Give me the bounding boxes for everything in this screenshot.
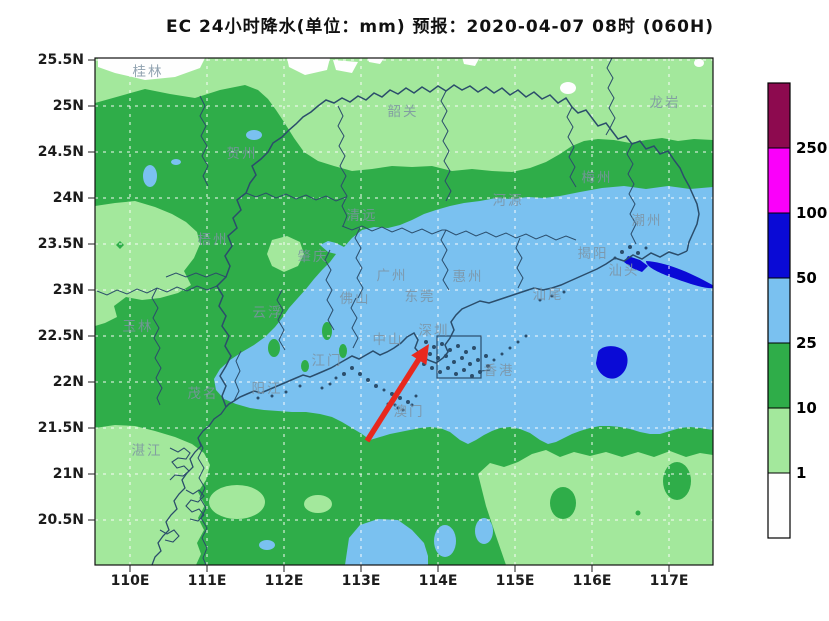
- city-label-澳门: 澳门: [394, 404, 425, 420]
- province-border: [216, 84, 700, 408]
- region-extreme-rain: [596, 256, 713, 379]
- legend-label: 250: [796, 139, 827, 157]
- target-arrow: [364, 344, 429, 443]
- region-heavy-rain: [214, 186, 713, 444]
- map-title: EC 24小时降水(单位：mm) 预报：2020-04-07 08时 (060H…: [165, 17, 715, 37]
- city-label-龙岩: 龙岩: [650, 95, 681, 111]
- plot-frame: [94, 57, 714, 566]
- lat-tick-label: 21N: [53, 466, 84, 482]
- city-label-湛江: 湛江: [132, 443, 163, 459]
- lat-tick-label: 24.5N: [38, 144, 84, 160]
- lon-tick-label: 116E: [573, 573, 612, 589]
- island-speckles: [256, 245, 648, 412]
- city-label-贺州: 贺州: [227, 146, 258, 162]
- lat-tick-label: 23N: [53, 282, 84, 298]
- city-label-汕尾: 汕尾: [533, 287, 564, 303]
- coastline: [225, 250, 688, 408]
- city-label-揭阳: 揭阳: [578, 246, 609, 262]
- lat-tick-label: 22N: [53, 374, 84, 390]
- latitude-axis: 25.5N 25N 24.5N 24N 23.5N 23N 22.5N 22N 21.5N 21N…: [38, 52, 95, 528]
- lon-tick-label: 114E: [419, 573, 458, 589]
- legend-label: 50: [796, 269, 817, 287]
- hongkong-callout: [436, 335, 491, 379]
- city-label-云浮: 云浮: [253, 305, 284, 321]
- lat-tick-label: 25N: [53, 98, 84, 114]
- city-label-茂名: 茂名: [188, 385, 219, 402]
- lat-tick-label: 20.5N: [38, 512, 84, 528]
- lat-tick-label: 21.5N: [38, 420, 84, 436]
- city-label-佛山: 佛山: [340, 291, 371, 307]
- arrow-shaft: [364, 357, 422, 443]
- legend-frame: [767, 82, 791, 539]
- city-label-桂林: 桂林: [133, 64, 164, 80]
- legend-segment: [767, 472, 791, 539]
- city-label-玉林: 玉林: [123, 319, 154, 335]
- legend-segment: [767, 147, 791, 214]
- legend-label: 1: [796, 464, 806, 482]
- lat-tick-label: 24N: [53, 190, 84, 206]
- city-label-韶关: 韶关: [388, 104, 419, 120]
- lon-tick-label: 111E: [188, 573, 227, 589]
- city-label-江门: 江门: [312, 353, 343, 369]
- city-label-东莞: 东莞: [405, 289, 436, 305]
- city-label-深圳: 深圳: [419, 323, 450, 339]
- city-label-清远: 清远: [347, 208, 378, 224]
- legend-label: 25: [796, 334, 817, 352]
- lon-tick-label: 117E: [650, 573, 689, 589]
- city-label-汕头: 汕头: [609, 263, 640, 279]
- city-label-潮州: 潮州: [632, 213, 663, 229]
- lon-tick-label: 115E: [496, 573, 535, 589]
- admin-boundaries: [96, 58, 700, 565]
- legend-segment: [767, 212, 791, 279]
- city-label-惠州: 惠州: [453, 269, 484, 285]
- lat-tick-label: 25.5N: [38, 52, 84, 68]
- city-label-河源: 河源: [493, 193, 524, 209]
- lon-tick-label: 110E: [111, 573, 150, 589]
- city-label-梅州: 梅州: [582, 170, 613, 186]
- city-label-香港: 香港: [484, 363, 515, 379]
- peninsula-coast: [151, 406, 227, 565]
- region-heavy-rain-patches: [143, 130, 493, 565]
- city-label-中山: 中山: [373, 332, 404, 348]
- region-no-rain-patches: [98, 58, 704, 94]
- legend-label: 10: [796, 399, 817, 417]
- region-mid-rain-spots: [116, 241, 691, 519]
- city-label-肇庆: 肇庆: [298, 249, 329, 265]
- arrow-head: [411, 344, 429, 365]
- precip-legend: 250 100 50 25 10 1: [767, 82, 827, 539]
- hongkong-box: [436, 335, 482, 379]
- city-label-广州: 广州: [377, 268, 408, 284]
- lon-tick-label: 113E: [342, 573, 381, 589]
- lat-tick-label: 22.5N: [38, 328, 84, 344]
- lat-tick-label: 23.5N: [38, 236, 84, 252]
- city-borders: [96, 58, 637, 565]
- legend-segment: [767, 277, 791, 344]
- hongkong-callout-line: [480, 369, 491, 372]
- peninsula-coast-detail: [159, 447, 205, 543]
- longitude-axis: 110E 111E 112E 113E 114E 115E 116E 117E: [111, 565, 689, 589]
- lon-tick-label: 112E: [265, 573, 304, 589]
- legend-segment: [767, 342, 791, 409]
- legend-segment: [767, 82, 791, 149]
- city-label-梧州: 梧州: [198, 232, 229, 248]
- legend-segment: [767, 407, 791, 474]
- region-light-rain-patches: [95, 201, 713, 565]
- city-label-阳江: 阳江: [252, 381, 283, 397]
- legend-label: 100: [796, 204, 827, 222]
